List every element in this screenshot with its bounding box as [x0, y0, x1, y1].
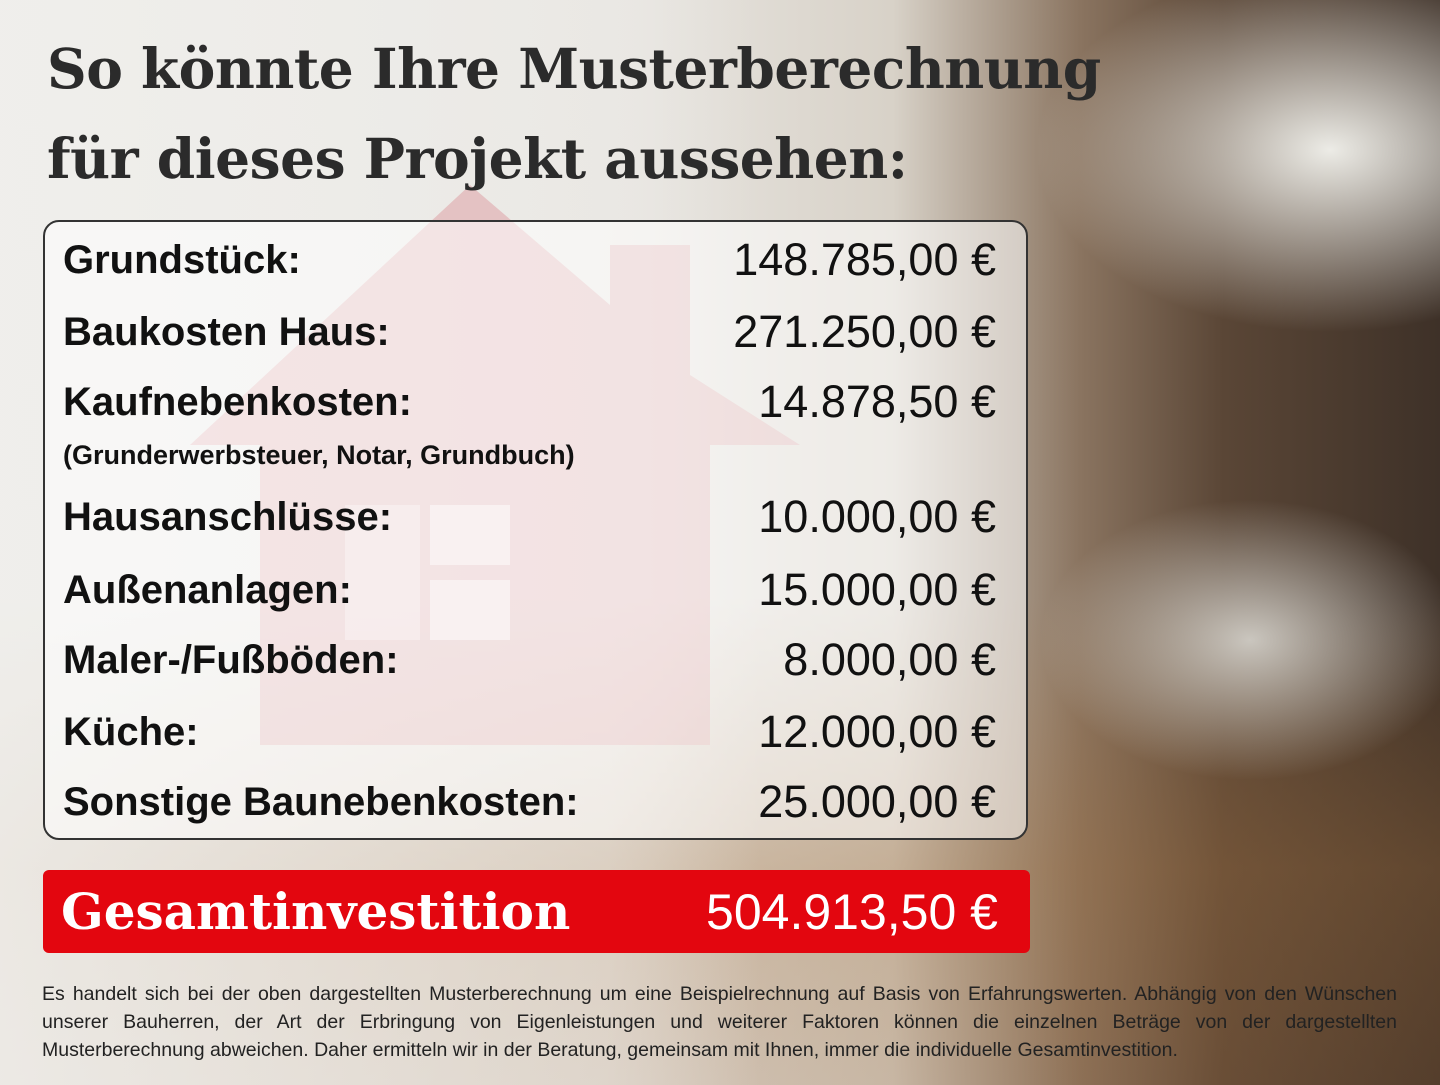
page-title: So könnte Ihre Musterberechnung für dies… — [47, 24, 1101, 204]
cost-label: Grundstück: — [63, 237, 301, 282]
disclaimer-text: Es handelt sich bei der oben dargestellt… — [42, 983, 1397, 1061]
cost-row-kaufnebenkosten: Kaufnebenkosten: 14.878,50 € — [63, 372, 996, 432]
cost-row-kueche: Küche: 12.000,00 € — [63, 702, 996, 762]
cost-value: 12.000,00 € — [758, 706, 996, 757]
total-label: Gesamtinvestition — [61, 882, 571, 941]
cost-label: Maler-/Fußböden: — [63, 637, 399, 682]
cost-row-hausanschluesse: Hausanschlüsse: 10.000,00 € — [63, 487, 996, 547]
cost-label: Kaufnebenkosten: — [63, 379, 412, 424]
total-banner: Gesamtinvestition 504.913,50 € — [43, 870, 1030, 953]
cost-label: Hausanschlüsse: — [63, 494, 393, 539]
cost-row-maler: Maler-/Fußböden: 8.000,00 € — [63, 630, 996, 690]
cost-label: Baukosten Haus: — [63, 309, 390, 354]
title-line-2: für dieses Projekt aussehen: — [47, 126, 908, 191]
cost-value: 15.000,00 € — [758, 564, 996, 615]
cost-label: Sonstige Baunebenkosten: — [63, 779, 579, 824]
cost-note: (Grunderwerbsteuer, Notar, Grundbuch) — [63, 440, 575, 470]
cost-value: 25.000,00 € — [758, 776, 996, 827]
cost-row-grundstueck: Grundstück: 148.785,00 € — [63, 230, 996, 290]
title-line-1: So könnte Ihre Musterberechnung — [47, 36, 1101, 101]
cost-label: Küche: — [63, 709, 199, 754]
cost-value: 8.000,00 € — [783, 634, 996, 685]
cost-label: Außenanlagen: — [63, 567, 352, 612]
cost-value: 148.785,00 € — [733, 234, 996, 285]
cost-table: Grundstück: 148.785,00 € Baukosten Haus:… — [43, 220, 1028, 840]
total-value: 504.913,50 € — [706, 883, 998, 940]
cost-value: 10.000,00 € — [758, 491, 996, 542]
cost-row-baukosten: Baukosten Haus: 271.250,00 € — [63, 302, 996, 362]
cost-value: 271.250,00 € — [733, 306, 996, 357]
cost-row-sonstige: Sonstige Baunebenkosten: 25.000,00 € — [63, 772, 996, 832]
cost-value: 14.878,50 € — [758, 376, 996, 427]
cost-row-aussenanlagen: Außenanlagen: 15.000,00 € — [63, 560, 996, 620]
